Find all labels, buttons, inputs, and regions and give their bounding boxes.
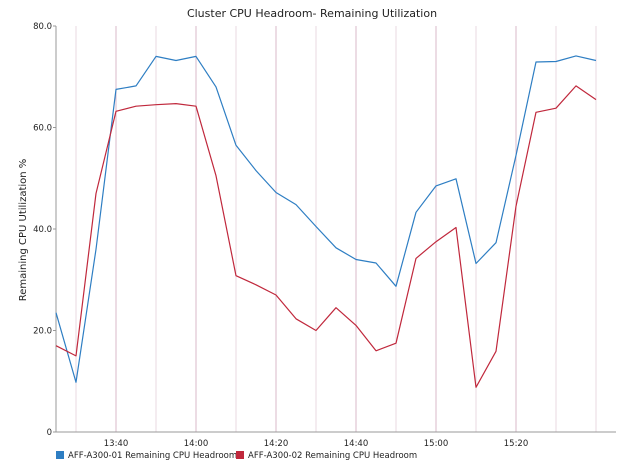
y-tick-label: 60.0: [33, 124, 52, 134]
y-axis-label: Remaining CPU Utilization %: [18, 159, 29, 302]
x-tick-labels: 13:40 14:00 14:20 14:40 15:00 15:20: [104, 439, 529, 449]
series-lines: [55, 55, 597, 388]
x-tick-label: 15:20: [504, 439, 529, 449]
y-tick-label: 20.0: [33, 327, 52, 337]
series-line-1: [55, 55, 597, 383]
x-tick-label: 14:00: [184, 439, 209, 449]
x-tick-label: 14:40: [344, 439, 369, 449]
x-tick-label: 14:20: [264, 439, 289, 449]
y-tick-label: 40.0: [33, 225, 52, 235]
grid-lines: [75, 26, 597, 432]
legend-swatch-2: [236, 451, 244, 459]
y-tick-labels: 0 20.0 40.0 60.0 80.0: [33, 22, 56, 438]
x-tick-label: 15:00: [424, 439, 449, 449]
legend-label-1: AFF-A300-01 Remaining CPU Headroom: [68, 451, 237, 461]
legend-label-2: AFF-A300-02 Remaining CPU Headroom: [248, 451, 417, 461]
y-tick-label: 80.0: [33, 22, 52, 32]
x-tick-label: 13:40: [104, 439, 129, 449]
axes: [55, 26, 616, 433]
legend-swatch-1: [56, 451, 64, 459]
series-line-2: [55, 85, 597, 388]
chart-title: Cluster CPU Headroom- Remaining Utilizat…: [187, 7, 437, 20]
legend: AFF-A300-01 Remaining CPU Headroom AFF-A3…: [56, 451, 417, 461]
y-tick-label: 0: [47, 428, 52, 438]
